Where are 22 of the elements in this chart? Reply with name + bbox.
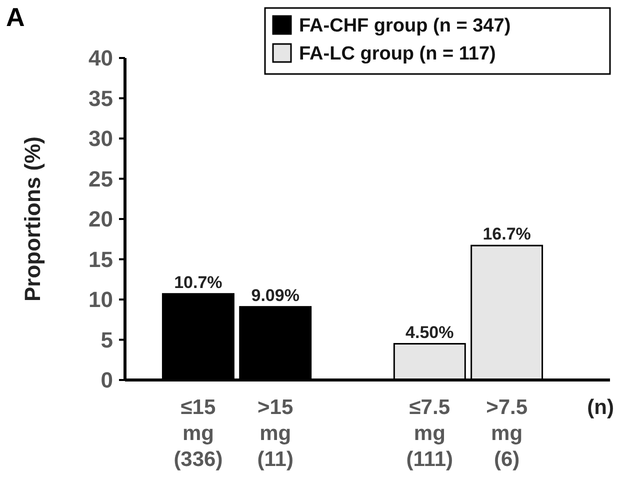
y-tick-label: 0 — [100, 368, 113, 393]
y-tick-label: 40 — [88, 46, 113, 71]
x-tick-label: >15 mg (11) — [257, 396, 294, 471]
legend-label: FA-LC group (n = 117) — [299, 44, 496, 65]
data-label: 16.7% — [482, 224, 531, 244]
x-tick-label: >7.5 mg (6) — [486, 396, 528, 471]
y-tick-label: 20 — [88, 206, 113, 232]
data-label: 4.50% — [406, 322, 454, 342]
y-tick-label: 5 — [100, 327, 113, 352]
y-tick-label: 10 — [88, 287, 113, 312]
data-label: 9.09% — [251, 286, 300, 305]
y-tick-label: 25 — [88, 166, 113, 192]
legend-label: FA-CHF group (n = 347) — [299, 16, 511, 37]
chart-title: A — [6, 2, 25, 32]
x-tick-label: ≤7.5 mg (111) — [406, 396, 454, 471]
data-label: 10.7% — [174, 272, 222, 292]
x-tick-label: ≤15 mg (336) — [174, 396, 223, 471]
y-tick-label: 15 — [88, 246, 113, 272]
y-axis-title: Proportions (%) — [20, 136, 45, 302]
y-tick-label: 30 — [88, 126, 113, 152]
x-axis-title: (n) — [587, 396, 614, 419]
y-tick-label: 35 — [88, 86, 113, 111]
